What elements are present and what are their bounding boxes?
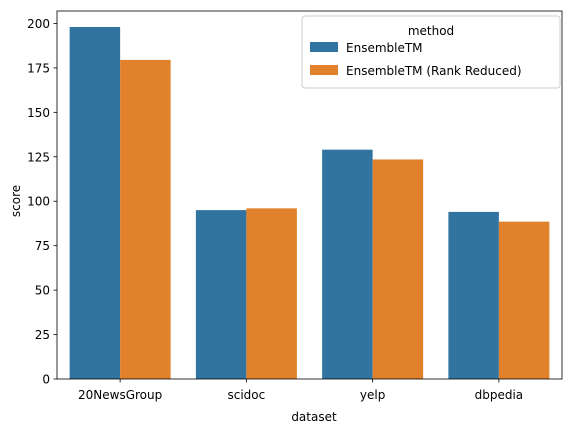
y-tick-label-0: 0 bbox=[42, 373, 50, 387]
legend-title: method bbox=[408, 24, 454, 38]
legend-entry-ensembletm-rank-reduced: EnsembleTM (Rank Reduced) bbox=[346, 64, 522, 78]
x-tick-label-20newsgroup: 20NewsGroup bbox=[78, 388, 162, 402]
legend-swatch-ensembletm bbox=[310, 42, 338, 52]
plot-frame bbox=[56, 10, 563, 380]
bars-layer bbox=[69, 27, 550, 379]
x-axis-label: dataset bbox=[291, 410, 337, 424]
x-tick-label-dbpedia: dbpedia bbox=[475, 388, 524, 402]
legend-frame bbox=[301, 15, 561, 89]
y-tick-label-125: 125 bbox=[27, 150, 50, 164]
x-tick-label-scidoc: scidoc bbox=[228, 388, 266, 402]
y-tick-label-25: 25 bbox=[35, 328, 50, 342]
bar-yelp-ensembletm-rank-reduced bbox=[372, 159, 424, 379]
y-tick-label-100: 100 bbox=[27, 195, 50, 209]
y-tick-label-50: 50 bbox=[35, 284, 50, 298]
bar-yelp-ensembletm bbox=[322, 149, 373, 379]
legend-swatch-ensembletm-rank-reduced bbox=[310, 65, 338, 75]
x-tick-label-yelp: yelp bbox=[360, 388, 385, 402]
bar-scidoc-ensembletm bbox=[195, 210, 247, 379]
y-axis-label: score bbox=[9, 185, 23, 217]
y-tick-label-75: 75 bbox=[35, 239, 50, 253]
y-tick-label-200: 200 bbox=[27, 17, 50, 31]
y-tick-label-175: 175 bbox=[27, 61, 50, 75]
bar-dbpedia-ensembletm bbox=[448, 211, 499, 379]
bar-dbpedia-ensembletm-rank-reduced bbox=[498, 221, 550, 379]
bar-20newsgroup-ensembletm bbox=[69, 27, 121, 379]
axes-layer: 0 25 50 75 100 125 150 175 200 20NewsGroup scidoc y… bbox=[27, 10, 563, 402]
legend: method EnsembleTM EnsembleTM (Rank Reduc… bbox=[301, 15, 561, 89]
bar-20newsgroup-ensembletm-rank-reduced bbox=[120, 59, 171, 379]
y-tick-label-150: 150 bbox=[27, 106, 50, 120]
bar-scidoc-ensembletm-rank-reduced bbox=[246, 208, 297, 379]
legend-entry-ensembletm: EnsembleTM bbox=[346, 41, 423, 55]
